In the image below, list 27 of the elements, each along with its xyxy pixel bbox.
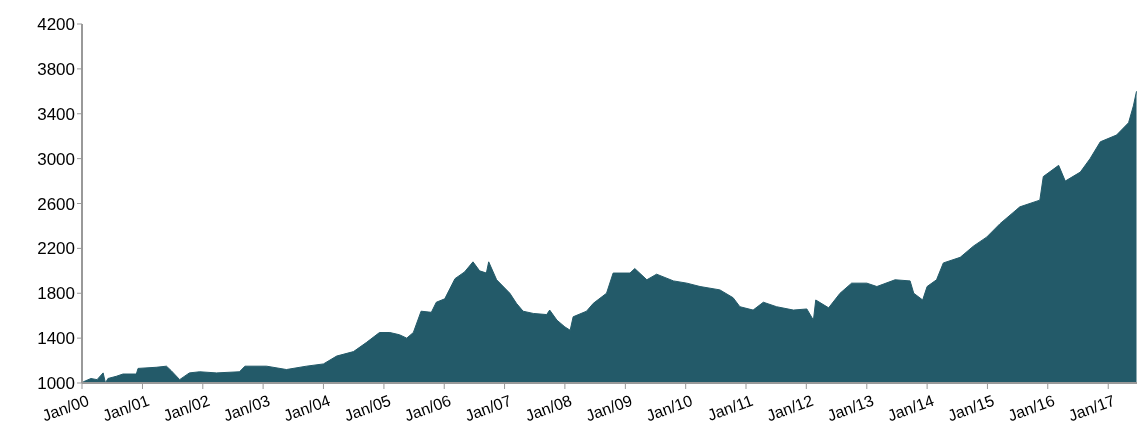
x-tick-label: Jan/03 (221, 391, 273, 425)
x-tick-label: Jan/10 (643, 391, 695, 425)
y-tick-label: 1400 (37, 329, 75, 349)
y-tick-label: 3400 (37, 104, 75, 124)
x-tick-label: Jan/07 (462, 391, 514, 425)
x-tick-label: Jan/15 (945, 391, 997, 425)
x-tick-label: Jan/02 (160, 391, 212, 425)
y-tick-label: 2600 (37, 194, 75, 214)
x-tick-label: Jan/12 (764, 391, 816, 425)
x-tick-label: Jan/09 (583, 391, 635, 425)
x-tick-label: Jan/04 (281, 391, 333, 425)
x-tick-label: Jan/00 (40, 391, 92, 425)
x-tick-label: Jan/13 (824, 391, 876, 425)
y-tick-label: 2200 (37, 239, 75, 259)
y-tick-label: 4200 (37, 15, 75, 35)
x-tick-label: Jan/01 (100, 391, 152, 425)
x-tick-label: Jan/16 (1005, 391, 1057, 425)
y-tick-label: 3000 (37, 149, 75, 169)
y-tick-label: 3800 (37, 59, 75, 79)
y-tick-label: 1000 (37, 374, 75, 394)
x-tick-label: Jan/05 (341, 391, 394, 425)
x-tick-label: Jan/17 (1066, 391, 1118, 425)
x-tick-label: Jan/08 (522, 391, 574, 425)
x-tick-label: Jan/14 (885, 391, 937, 425)
y-tick-label: 1800 (37, 284, 75, 304)
x-tick-label: Jan/11 (705, 391, 756, 424)
x-tick-label: Jan/06 (402, 391, 454, 425)
